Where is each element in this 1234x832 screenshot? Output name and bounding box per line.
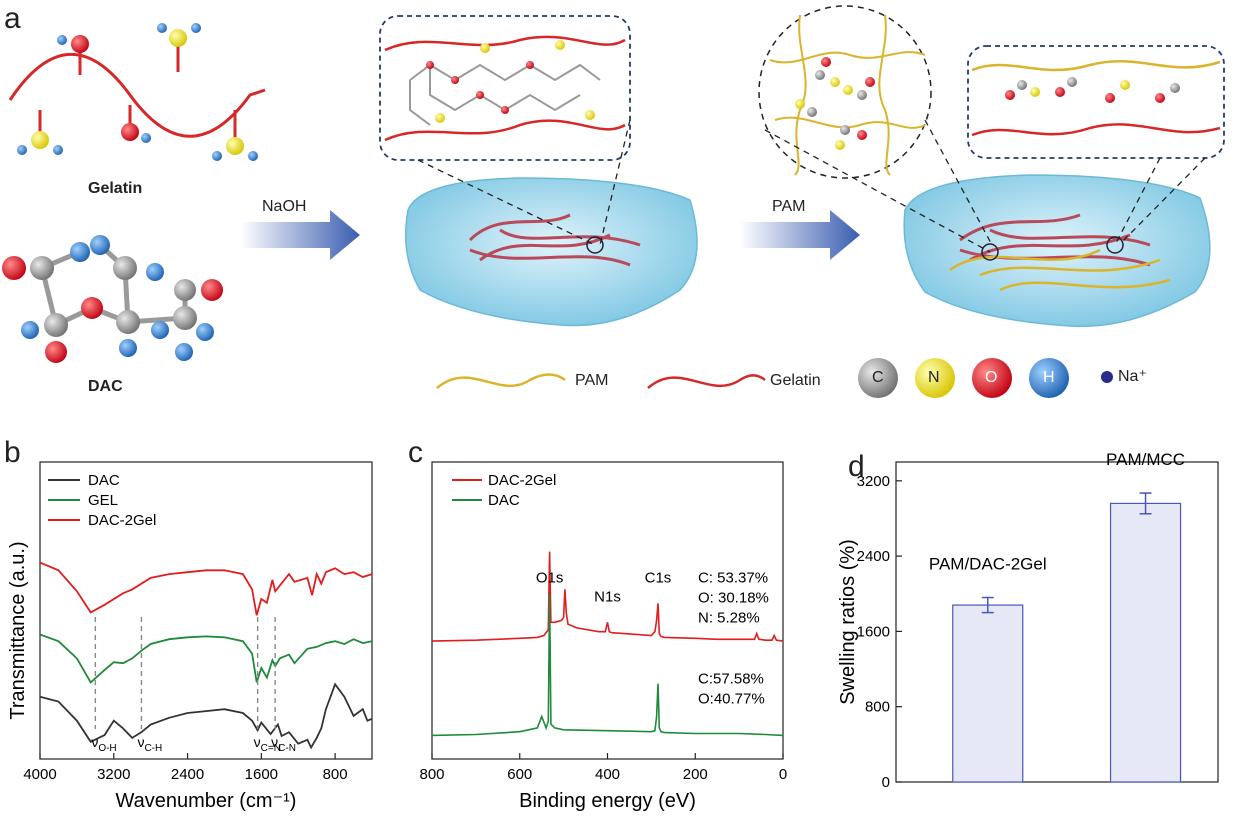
legend-pam-line bbox=[436, 373, 566, 389]
xps-x-axis-label: Binding energy (eV) bbox=[519, 790, 696, 812]
xps-composition-dac2gel: O: 30.18% bbox=[698, 590, 769, 607]
swelling-y-tick-label: 800 bbox=[865, 699, 890, 716]
panel-letter-a: a bbox=[4, 2, 21, 35]
panel-letter-b: b bbox=[4, 436, 21, 469]
legend-gelatin-label: Gelatin bbox=[770, 372, 821, 389]
xps-composition-dac2gel: N: 5.28% bbox=[698, 610, 760, 627]
atom-o-label: O bbox=[985, 369, 998, 386]
xps-composition-dac: C:57.58% bbox=[698, 671, 764, 688]
gelatin-molecule-icon bbox=[8, 23, 266, 161]
xps-peak-label: C1s bbox=[645, 570, 672, 587]
atom-c-label: C bbox=[872, 369, 884, 386]
swelling-bar bbox=[952, 604, 1024, 783]
ftir-x-tick-label: 800 bbox=[323, 766, 348, 783]
pam-arrow-icon bbox=[740, 210, 860, 260]
ftir-x-tick-label: 2400 bbox=[171, 766, 204, 783]
ftir-series-dac bbox=[39, 682, 373, 750]
xps-x-tick-label: 800 bbox=[419, 766, 444, 783]
ftir-annotation-label: νC=N bbox=[254, 734, 281, 754]
ftir-x-tick-label: 1600 bbox=[245, 766, 278, 783]
ftir-legend-label: GEL bbox=[88, 492, 118, 509]
xps-series-dac bbox=[431, 593, 784, 737]
xps-composition-dac2gel: C: 53.37% bbox=[698, 570, 768, 587]
atom-c-icon bbox=[858, 358, 898, 398]
xps-peak-label: O1s bbox=[536, 570, 564, 587]
gelatin-label: Gelatin bbox=[88, 180, 143, 197]
ftir-annotation-label: νO-H bbox=[91, 734, 116, 754]
ftir-series-dac-2gel bbox=[39, 561, 373, 616]
xps-x-tick-label: 200 bbox=[683, 766, 708, 783]
pam-step-label: PAM bbox=[772, 198, 806, 215]
atom-h-label: H bbox=[1043, 369, 1055, 386]
swelling-y-axis-label: Swelling ratios (%) bbox=[837, 539, 859, 705]
ftir-legend-label: DAC bbox=[88, 472, 120, 489]
ftir-x-tick-label: 3200 bbox=[97, 766, 130, 783]
ftir-x-tick-label: 4000 bbox=[23, 766, 56, 783]
ftir-legend-label: DAC-2Gel bbox=[88, 512, 156, 529]
crosslink-inset bbox=[379, 15, 631, 161]
xps-x-tick-label: 0 bbox=[779, 766, 787, 783]
ftir-series-gel bbox=[39, 633, 373, 684]
swelling-plot-frame bbox=[895, 461, 1219, 783]
naoh-label: NaOH bbox=[262, 198, 307, 215]
ftir-chart: 4000 3200 2400 1600 800 νO-H νC-H νC=NνC-N DAC GE… bbox=[7, 461, 373, 812]
atom-n-icon bbox=[915, 358, 955, 398]
xps-series-dac-2gel bbox=[431, 551, 784, 642]
atom-h-icon bbox=[1029, 358, 1069, 398]
na-ion-label: Na⁺ bbox=[1118, 368, 1147, 385]
legend-pam-label: PAM bbox=[575, 372, 609, 389]
swelling-y-tick-label: 2400 bbox=[857, 548, 890, 565]
double-network-hydrogel-icon bbox=[903, 174, 1211, 328]
ftir-annotation-label: νC-H bbox=[137, 734, 162, 754]
gelatin-hydrogel-icon bbox=[404, 177, 698, 327]
atom-n-label: N bbox=[928, 369, 940, 386]
xps-legend-label: DAC-2Gel bbox=[488, 472, 556, 489]
swelling-y-tick-label: 3200 bbox=[857, 473, 890, 490]
legend-gelatin-line bbox=[647, 374, 766, 389]
swelling-bar-label: PAM/DAC-2Gel bbox=[929, 555, 1047, 574]
naoh-arrow-icon bbox=[240, 210, 360, 260]
dac-molecule-icon bbox=[2, 235, 223, 363]
ftir-y-axis-label: Transmittance (a.u.) bbox=[7, 541, 29, 719]
ftir-annotation-label: νC-N bbox=[271, 734, 296, 754]
xps-legend-label: DAC bbox=[488, 492, 520, 509]
xps-composition-dac: O:40.77% bbox=[698, 691, 765, 708]
swelling-bar bbox=[1109, 502, 1182, 783]
swelling-bar-label: PAM/MCC bbox=[1106, 450, 1185, 469]
swelling-y-tick-label: 1600 bbox=[857, 623, 890, 640]
xps-x-tick-label: 600 bbox=[507, 766, 532, 783]
xps-x-tick-label: 400 bbox=[595, 766, 620, 783]
schematic-figure bbox=[2, 5, 1225, 398]
dac-label: DAC bbox=[88, 378, 123, 395]
xps-chart: 800 600 400 200 0 O1s N1s C1s C: 53.37% O: 30.18%… bbox=[419, 461, 787, 812]
panel-letter-c: c bbox=[408, 436, 423, 469]
xps-peak-label: N1s bbox=[594, 589, 621, 606]
swelling-y-tick-label: 0 bbox=[882, 774, 890, 791]
ftir-x-axis-label: Wavenumber (cm⁻¹) bbox=[116, 790, 297, 812]
ftir-plot-frame bbox=[39, 461, 373, 760]
panel-letter-d: d bbox=[848, 450, 865, 483]
atom-o-icon bbox=[972, 358, 1012, 398]
na-ion-icon bbox=[1101, 371, 1113, 383]
swelling-chart: 0 800 1600 2400 3200 PAM/DAC-2Gel PAM/MCC Swell… bbox=[837, 450, 1219, 791]
